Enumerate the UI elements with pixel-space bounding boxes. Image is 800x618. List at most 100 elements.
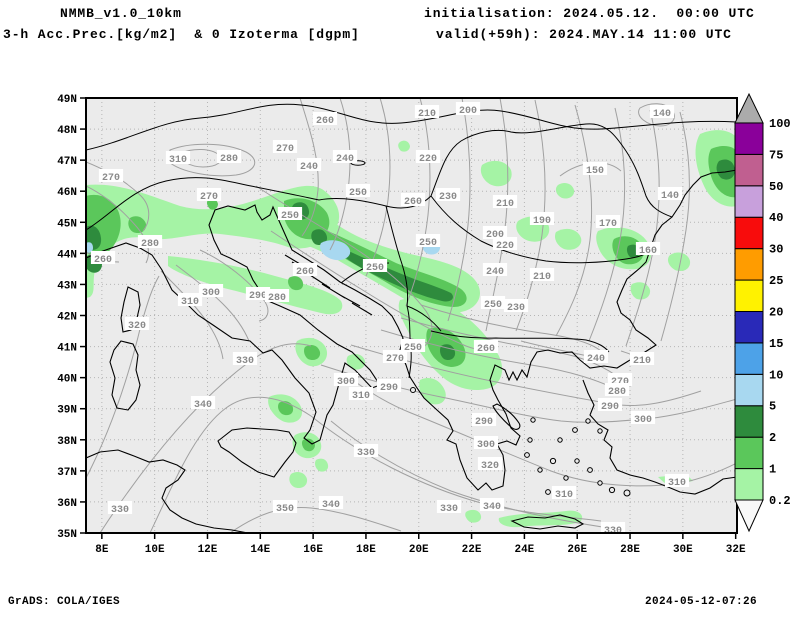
colorbar-level-label: 30 bbox=[769, 243, 783, 257]
contour-label: 290 bbox=[249, 291, 267, 302]
precip-area-2-5 bbox=[440, 344, 456, 361]
contour-label-box bbox=[292, 263, 318, 276]
colorbar-level-label: 100 bbox=[769, 117, 791, 131]
contour-label: 300 bbox=[634, 415, 652, 426]
y-axis-label: 40N bbox=[57, 374, 77, 386]
contour-label: 340 bbox=[483, 502, 501, 513]
precip-area-0.2-1 bbox=[346, 353, 366, 370]
contour-label-box bbox=[595, 215, 621, 228]
contour-label: 150 bbox=[586, 166, 604, 177]
contour-label: 200 bbox=[486, 230, 504, 241]
colorbar-level-label: 15 bbox=[769, 337, 783, 351]
x-axis-label: 20E bbox=[409, 544, 429, 556]
colorbar-level-label: 1 bbox=[769, 463, 776, 477]
precip-area-1-2 bbox=[128, 216, 147, 234]
contour-label: 310 bbox=[555, 490, 573, 501]
contour-label-box bbox=[414, 105, 440, 118]
contour-label-box bbox=[503, 299, 529, 312]
precip-area-0.2-1 bbox=[465, 509, 482, 523]
colorbar-segment bbox=[734, 122, 764, 155]
contour-label-box bbox=[400, 193, 426, 206]
contour-label-box bbox=[382, 350, 408, 363]
contour-label-box bbox=[551, 486, 577, 499]
contour-label-box bbox=[664, 474, 690, 487]
contour-label: 290 bbox=[601, 402, 619, 413]
contour-label-box bbox=[471, 413, 497, 426]
x-axis-label: 14E bbox=[250, 544, 270, 556]
contour-label-box bbox=[657, 187, 683, 200]
y-axis-label: 36N bbox=[57, 498, 77, 510]
x-axis-label: 8E bbox=[95, 544, 109, 556]
contour-label: 240 bbox=[336, 154, 354, 165]
contour-label: 230 bbox=[439, 192, 457, 203]
precip-area-0.2-1 bbox=[419, 378, 446, 405]
contour-label-box bbox=[277, 207, 303, 220]
contour-label: 250 bbox=[404, 343, 422, 354]
contour-label-box bbox=[529, 268, 555, 281]
contour-label: 290 bbox=[475, 417, 493, 428]
contour-label-box bbox=[272, 500, 298, 513]
x-axis-label: 24E bbox=[514, 544, 534, 556]
precip-area-0.2-1 bbox=[398, 140, 410, 152]
x-axis-label: 32E bbox=[726, 544, 746, 556]
contour-label: 220 bbox=[419, 154, 437, 165]
y-axis-label: 37N bbox=[57, 467, 77, 479]
contour-label-box bbox=[473, 436, 499, 449]
contour-label: 270 bbox=[102, 173, 120, 184]
contour-label-box bbox=[98, 169, 124, 182]
contour-label: 240 bbox=[486, 267, 504, 278]
contour-label: 260 bbox=[94, 255, 112, 266]
precip-area-0.2-1 bbox=[498, 510, 583, 528]
contour-label: 260 bbox=[296, 267, 314, 278]
contour-label: 250 bbox=[419, 238, 437, 249]
precip-area-0.2-1 bbox=[315, 458, 329, 472]
contour-label: 320 bbox=[481, 461, 499, 472]
contour-label-box bbox=[480, 296, 506, 309]
contour-label-box bbox=[216, 150, 242, 163]
contour-label: 280 bbox=[141, 239, 159, 250]
contour-label: 140 bbox=[653, 109, 671, 120]
contour-label: 280 bbox=[608, 387, 626, 398]
contour-label-box bbox=[492, 237, 518, 250]
contour-label-box bbox=[477, 457, 503, 470]
x-axis-label: 12E bbox=[198, 544, 218, 556]
contour-label: 350 bbox=[276, 504, 294, 515]
colorbar-segment bbox=[734, 468, 764, 501]
contour-label: 200 bbox=[459, 106, 477, 117]
colorbar-level-label: 75 bbox=[769, 148, 783, 162]
contour-label: 250 bbox=[349, 188, 367, 199]
precip-area-5-10 bbox=[320, 240, 351, 261]
contour-label-box bbox=[630, 411, 656, 424]
precip-area-0.2-1 bbox=[554, 228, 582, 250]
contour-label: 260 bbox=[477, 344, 495, 355]
contour-label: 310 bbox=[181, 297, 199, 308]
contour-label-box bbox=[318, 496, 344, 509]
contour-label-box bbox=[583, 350, 609, 363]
colorbar-level-label: 25 bbox=[769, 274, 783, 288]
contour-label-box bbox=[604, 383, 630, 396]
contour-label: 330 bbox=[357, 448, 375, 459]
contour-label-box bbox=[597, 398, 623, 411]
contour-label-box bbox=[312, 112, 338, 125]
contour-label: 270 bbox=[200, 192, 218, 203]
contour-label-box bbox=[353, 444, 379, 457]
contour-label: 160 bbox=[639, 246, 657, 257]
contour-label: 280 bbox=[220, 154, 238, 165]
contour-label-box bbox=[90, 251, 116, 264]
contour-label-box bbox=[124, 317, 150, 330]
colorbar-under-arrow bbox=[734, 499, 764, 533]
contour-label-box bbox=[332, 150, 358, 163]
contour-label: 290 bbox=[380, 383, 398, 394]
y-axis-label: 38N bbox=[57, 436, 77, 448]
contour-label: 280 bbox=[268, 293, 286, 304]
contour-label: 220 bbox=[496, 241, 514, 252]
contour-label-box bbox=[345, 184, 371, 197]
contour-label-box bbox=[376, 379, 402, 392]
contour-label: 330 bbox=[236, 356, 254, 367]
contour-label: 240 bbox=[587, 354, 605, 365]
contour-label-box bbox=[473, 340, 499, 353]
contour-label: 250 bbox=[366, 263, 384, 274]
colorbar-segment bbox=[734, 185, 764, 218]
x-axis-label: 22E bbox=[462, 544, 482, 556]
